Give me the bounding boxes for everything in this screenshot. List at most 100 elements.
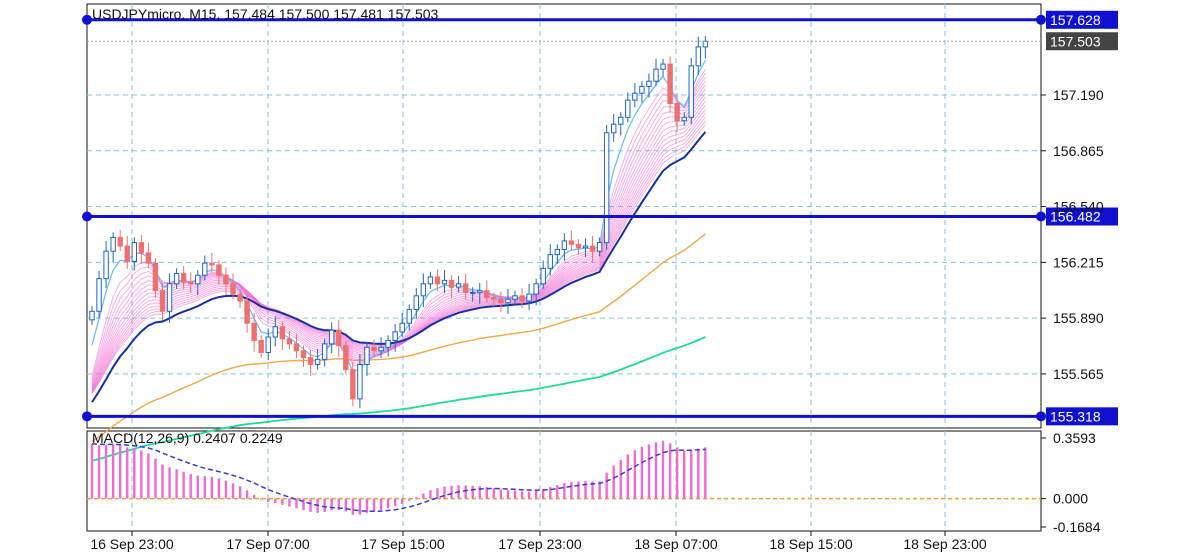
candle [258, 335, 264, 358]
candle-body [343, 345, 349, 371]
candle [434, 269, 441, 292]
macd-signal-line [91, 443, 706, 513]
candle-body [350, 369, 356, 400]
candle-body [202, 262, 208, 276]
candle-body [427, 276, 434, 285]
candle-body [434, 276, 441, 285]
candle [702, 36, 709, 59]
horizontal-levels[interactable]: 157.628 156.482 155.318 157.503 [82, 10, 1118, 426]
candle-body [265, 336, 271, 353]
candlesticks [89, 36, 709, 409]
level-handle-left [82, 411, 92, 422]
candle-body [392, 331, 398, 341]
candle-body [568, 240, 575, 245]
candle [202, 255, 208, 281]
candle-body [462, 283, 469, 293]
candle [152, 258, 159, 298]
candle [582, 238, 589, 258]
candle-body [596, 242, 603, 252]
candle-body [131, 242, 138, 262]
price-level-label-box [1046, 10, 1118, 29]
candle [300, 345, 307, 367]
candle [554, 244, 560, 264]
candle-body [110, 236, 116, 252]
candle [195, 270, 201, 296]
time-tick-label: 17 Sep 15:00 [361, 536, 445, 552]
candle-body [336, 329, 342, 347]
candle [611, 113, 617, 143]
candle-body [230, 283, 236, 295]
candle [498, 291, 504, 312]
macd-indicator: 0.3593 0.000 -0.1684 [87, 430, 1101, 535]
price-level[interactable]: 155.318 [82, 407, 1118, 426]
candle [188, 271, 194, 294]
candle [568, 230, 575, 250]
candle [223, 267, 229, 296]
candle [378, 337, 384, 358]
price-tick-label: 156.540 [1053, 199, 1104, 215]
candle-body [484, 290, 490, 299]
moving-average-lines [91, 60, 707, 462]
candle [117, 229, 123, 252]
candle [406, 304, 412, 331]
candle-body [216, 264, 222, 276]
candle-body [209, 262, 215, 266]
candle [272, 316, 279, 347]
candle [603, 125, 610, 250]
candle [420, 273, 427, 308]
candle [639, 81, 645, 103]
candle [681, 112, 687, 126]
time-tick-label: 16 Sep 23:00 [90, 536, 174, 552]
candle-body [589, 245, 596, 252]
candle-body [364, 346, 370, 365]
price-level[interactable]: 157.628 [82, 10, 1118, 29]
candle-body [159, 290, 166, 312]
candle [477, 282, 483, 304]
price-axis-labels: 157.190 156.865 156.540 156.215 155.890 155.5… [1041, 87, 1104, 382]
candle-body [491, 297, 497, 300]
candle [293, 333, 300, 358]
candle-body [89, 310, 95, 321]
candle [462, 273, 469, 300]
level-handle-right [1036, 411, 1046, 422]
candle-body [357, 363, 363, 400]
level-handle-left [82, 14, 92, 25]
candle-body [470, 291, 476, 294]
candle [279, 321, 286, 351]
candle [314, 349, 321, 370]
candle [618, 112, 624, 136]
candle [350, 361, 356, 407]
candle [526, 283, 532, 311]
candle [413, 288, 420, 319]
candle-body [554, 248, 560, 256]
candle-body [420, 283, 427, 297]
price-level[interactable]: 156.482 [82, 207, 1118, 226]
candle [364, 342, 370, 376]
candle-body [385, 339, 391, 348]
candle [392, 324, 398, 352]
macd-tick-label: 0.3593 [1053, 430, 1096, 446]
candle [265, 329, 271, 360]
candle-body [406, 309, 412, 324]
price-level-label: 156.482 [1050, 209, 1101, 225]
candle-body [300, 350, 307, 359]
candle [336, 319, 342, 357]
level-handle-right [1036, 211, 1046, 222]
candle-body [399, 322, 405, 333]
candle [667, 56, 673, 113]
candle-body [223, 274, 229, 285]
candle-body [293, 343, 300, 352]
time-tick-label: 17 Sep 07:00 [226, 536, 310, 552]
candle-body [625, 99, 631, 118]
time-tick-label: 18 Sep 15:00 [769, 536, 853, 552]
price-level-label: 157.628 [1050, 12, 1101, 28]
candle-body [378, 346, 384, 352]
candle-body [138, 242, 145, 254]
candle [166, 273, 173, 323]
candle-body [166, 283, 173, 312]
price-level-label-box [1046, 407, 1118, 426]
price-tick-label: 157.190 [1053, 87, 1104, 103]
candle [427, 271, 434, 289]
time-tick-label: 17 Sep 23:00 [498, 536, 582, 552]
